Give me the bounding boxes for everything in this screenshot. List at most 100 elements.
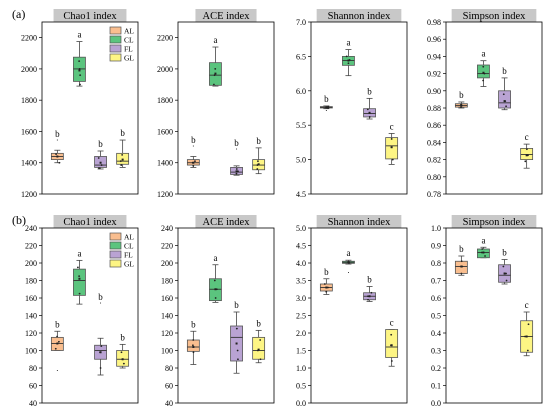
y-tick-label: 1800 [21,96,37,105]
data-point [192,165,194,167]
y-tick-label: 0.82 [427,156,441,165]
plot-frame [178,228,274,403]
mean-marker [526,336,528,338]
y-tick-label: 0.7 [431,277,441,286]
y-tick-label: 0.94 [427,52,441,61]
y-tick-label: 0.5 [431,312,441,321]
significance-letter: a [77,30,81,40]
box-CL [73,269,85,295]
data-point [503,93,505,95]
y-tick-label: 0.80 [427,173,441,182]
significance-letter: b [324,94,329,104]
y-tick-label: 0.0 [431,399,441,408]
y-tick-label: 6.0 [296,87,306,96]
data-point [370,292,372,294]
mean-marker [192,162,194,164]
y-tick-label: 0.4 [431,329,441,338]
significance-letter: a [481,235,485,245]
row-label: (b) [12,213,26,227]
significance-letter: b [234,300,239,310]
data-point [58,162,60,164]
significance-letter: b [120,128,125,138]
data-point [215,297,217,299]
data-point [214,68,216,70]
mean-marker [347,60,349,62]
mean-marker [122,358,124,360]
legend-label: GL [124,54,134,63]
y-tick-label: 1400 [21,159,37,168]
significance-letter: b [191,135,196,145]
data-point [121,154,123,156]
data-point [78,60,80,62]
significance-letter: b [367,86,372,96]
y-tick-label: 120 [161,329,173,338]
data-point [58,341,60,343]
data-point [236,328,238,330]
legend-swatch-cl [110,36,121,43]
mean-marker [100,351,102,353]
legend-label: FL [124,45,133,54]
mean-marker [236,170,238,172]
data-point [505,105,507,107]
legend-swatch-cl [110,242,121,249]
y-tick-label: 0.1 [431,382,441,391]
mean-marker [78,278,80,280]
panel-title: Shannon index [328,11,391,22]
data-point [78,275,80,277]
y-tick-label: 0.88 [427,104,441,113]
y-tick-label: 0.98 [427,18,441,27]
mean-marker [258,349,260,351]
plot-frame [446,228,542,403]
y-tick-label: 1800 [157,96,173,105]
data-point [98,167,100,169]
panel-title: Simpson index [463,217,526,228]
data-point [506,280,508,282]
panel-title: Chao1 index [63,217,117,228]
outlier-point: · [347,269,350,278]
data-point [79,84,81,86]
legend-label: FL [124,251,133,260]
significance-letter: c [390,318,394,328]
y-tick-label: 120 [25,329,37,338]
legend-swatch-gl [110,54,121,61]
mean-marker [347,261,349,263]
y-tick-label: 2000 [21,65,37,74]
significance-letter: b [98,292,103,302]
mean-marker [391,146,393,148]
significance-letter: b [459,244,464,254]
significance-letter: b [98,139,103,149]
data-point [392,159,394,161]
significance-letter: b [55,319,60,329]
mean-marker [214,73,216,75]
y-tick-label: 0.9 [431,242,441,251]
outlier-point: · [56,367,59,376]
data-point [100,367,102,369]
data-point [482,66,484,68]
data-point [237,350,239,352]
y-tick-label: 5.0 [296,224,306,233]
data-point [100,345,102,347]
mean-marker [122,159,124,161]
y-tick-label: 0.96 [427,35,441,44]
data-point [56,336,58,338]
data-point [123,363,125,365]
y-tick-label: 4.5 [296,190,306,199]
mean-marker [325,287,327,289]
y-tick-label: 0.5 [296,382,306,391]
y-tick-label: 0.90 [427,87,441,96]
data-point [256,168,258,170]
significance-letter: b [367,274,372,284]
mean-marker [504,273,506,275]
outlier-point: · [325,106,328,115]
y-tick-label: 4.5 [296,242,306,251]
legend-swatch-fl [110,251,121,258]
panel-title: ACE index [203,11,251,22]
legend-label: CL [124,36,134,45]
data-point [324,283,326,285]
data-point [484,255,486,257]
data-point [79,74,81,76]
y-tick-label: 100 [25,347,37,356]
y-tick-label: 1200 [157,190,173,199]
legend-label: CL [124,242,134,251]
